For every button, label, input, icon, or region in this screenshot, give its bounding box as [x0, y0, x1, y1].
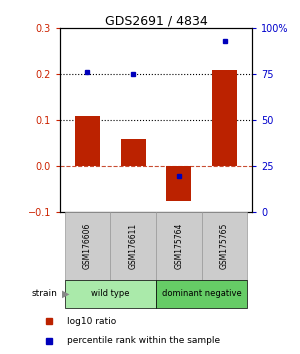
Title: GDS2691 / 4834: GDS2691 / 4834: [105, 14, 207, 27]
Text: GSM176611: GSM176611: [129, 223, 138, 269]
Bar: [75, 116, 100, 166]
Text: strain: strain: [31, 289, 57, 298]
Text: dominant negative: dominant negative: [162, 289, 242, 298]
Bar: [156, 212, 202, 280]
Text: log10 ratio: log10 ratio: [67, 317, 116, 326]
Bar: [110, 212, 156, 280]
Text: GSM175765: GSM175765: [220, 223, 229, 269]
Text: ▶: ▶: [61, 289, 69, 299]
Bar: [212, 70, 237, 166]
Text: wild type: wild type: [91, 289, 130, 298]
Bar: [64, 212, 110, 280]
Bar: [156, 280, 248, 308]
Text: GSM176606: GSM176606: [83, 223, 92, 269]
Text: percentile rank within the sample: percentile rank within the sample: [67, 336, 220, 345]
Bar: [121, 139, 146, 166]
Bar: [202, 212, 248, 280]
Bar: [64, 280, 156, 308]
Bar: [166, 166, 191, 201]
Text: GSM175764: GSM175764: [174, 223, 183, 269]
